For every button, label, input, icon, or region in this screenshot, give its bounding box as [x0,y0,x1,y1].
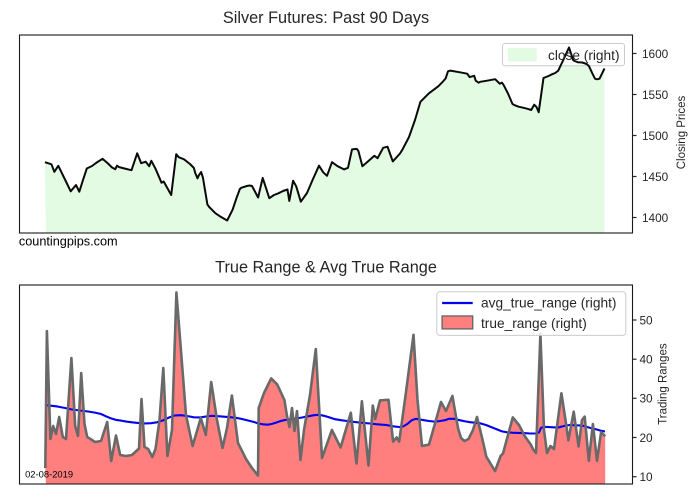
svg-text:20: 20 [640,431,654,445]
svg-text:1400: 1400 [642,211,669,225]
svg-text:True Range & Avg True Range: True Range & Avg True Range [215,259,437,277]
svg-text:Trading Ranges: Trading Ranges [658,343,670,425]
svg-text:10: 10 [640,470,654,484]
svg-text:countingpips.com: countingpips.com [19,235,118,249]
svg-text:Closing Prices: Closing Prices [676,96,688,170]
svg-text:50: 50 [640,313,654,327]
svg-text:close (right): close (right) [548,48,620,63]
svg-text:1550: 1550 [642,88,669,102]
svg-text:40: 40 [640,353,654,367]
svg-text:avg_true_range (right): avg_true_range (right) [481,295,616,310]
svg-text:true_range (right): true_range (right) [481,316,587,331]
svg-text:1450: 1450 [642,170,669,184]
svg-text:1600: 1600 [642,47,669,61]
svg-text:30: 30 [640,392,654,406]
svg-text:1500: 1500 [642,129,669,143]
svg-text:02-08-2019: 02-08-2019 [25,469,73,480]
svg-text:Silver Futures: Past 90 Days: Silver Futures: Past 90 Days [223,9,429,27]
